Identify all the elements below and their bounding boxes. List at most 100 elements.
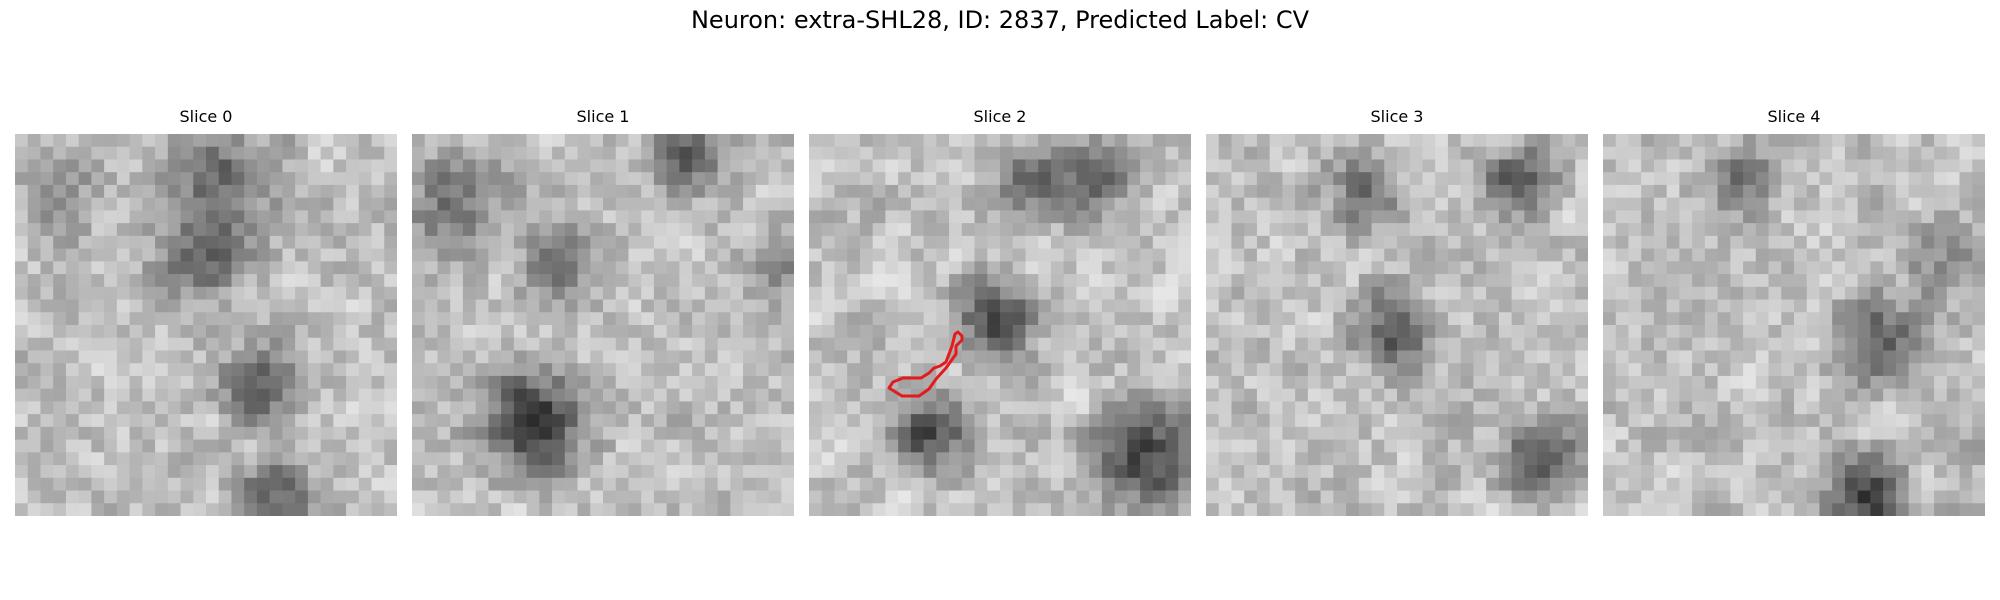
pixel: [1562, 452, 1576, 466]
pixel: [295, 414, 309, 428]
pixel: [526, 286, 540, 301]
pixel: [641, 363, 655, 377]
pixel: [1114, 414, 1128, 428]
pixel: [1165, 350, 1179, 364]
pixel: [1447, 299, 1462, 313]
pixel: [206, 452, 220, 466]
pixel: [923, 248, 937, 262]
pixel: [1819, 465, 1833, 479]
pixel: [974, 401, 988, 415]
pixel: [1114, 363, 1128, 377]
pixel: [615, 414, 630, 428]
pixel: [821, 235, 836, 250]
pixel: [603, 235, 617, 250]
pixel: [1794, 503, 1808, 516]
pixel: [1218, 452, 1233, 466]
pixel: [371, 261, 385, 275]
pixel: [1460, 286, 1474, 301]
pixel: [809, 477, 823, 492]
pixel: [1231, 159, 1245, 173]
pixel: [371, 325, 385, 339]
pixel: [1870, 299, 1884, 313]
pixel: [936, 235, 950, 250]
pixel: [1844, 363, 1859, 377]
pixel: [256, 172, 271, 186]
pixel: [1819, 172, 1833, 186]
pixel: [872, 337, 886, 352]
pixel: [91, 388, 105, 402]
pixel: [1972, 350, 1985, 364]
pixel: [1486, 503, 1500, 516]
pixel: [552, 197, 566, 211]
pixel: [1076, 172, 1090, 186]
pixel: [78, 477, 92, 492]
pixel: [282, 325, 296, 339]
pixel: [615, 235, 630, 250]
pixel: [847, 223, 861, 237]
pixel: [1511, 172, 1525, 186]
pixel: [1473, 414, 1487, 428]
pixel: [1295, 159, 1309, 173]
pixel: [358, 325, 373, 339]
pixel: [885, 325, 899, 339]
pixel: [475, 325, 489, 339]
pixel: [244, 477, 258, 492]
pixel: [1781, 261, 1795, 275]
pixel: [1908, 388, 1922, 402]
pixel: [1603, 223, 1617, 237]
pixel: [1575, 312, 1588, 326]
pixel: [1743, 235, 1757, 250]
pixel: [1679, 363, 1693, 377]
pixel: [552, 299, 566, 313]
pixel: [244, 325, 258, 339]
pixel: [1435, 312, 1449, 326]
pixel: [193, 223, 207, 237]
pixel: [256, 414, 271, 428]
pixel: [1717, 477, 1731, 492]
pixel: [1549, 146, 1564, 161]
pixel: [1575, 325, 1588, 339]
pixel: [1101, 197, 1116, 211]
pixel: [1692, 235, 1706, 250]
pixel: [1781, 235, 1795, 250]
pixel: [1063, 159, 1077, 173]
pixel: [1628, 235, 1642, 250]
pixel: [53, 134, 67, 148]
pixel: [1603, 184, 1617, 199]
pixel: [1025, 426, 1039, 441]
pixel: [1844, 503, 1859, 516]
pixel: [320, 286, 334, 301]
pixel: [1152, 337, 1167, 352]
pixel: [1819, 223, 1833, 237]
pixel: [717, 388, 731, 402]
pixel: [628, 388, 642, 402]
pixel: [1549, 286, 1564, 301]
pixel: [1101, 312, 1116, 326]
pixel: [730, 452, 744, 466]
pixel: [1000, 299, 1014, 313]
pixel: [603, 414, 617, 428]
pixel: [1076, 286, 1090, 301]
pixel: [129, 146, 143, 161]
pixel: [1549, 490, 1564, 504]
pixel: [1832, 414, 1846, 428]
pixel: [1755, 197, 1770, 211]
pixel: [307, 325, 322, 339]
pixel: [424, 286, 439, 301]
pixel: [1653, 286, 1668, 301]
pixel: [936, 325, 950, 339]
pixel: [1256, 172, 1271, 186]
pixel: [142, 350, 156, 364]
pixel: [987, 401, 1001, 415]
pixel: [412, 452, 426, 466]
pixel: [552, 134, 566, 148]
pixel: [346, 146, 360, 161]
pixel: [1781, 490, 1795, 504]
pixel: [1473, 401, 1487, 415]
pixel: [142, 426, 156, 441]
pixel: [1972, 235, 1985, 250]
pixel: [1282, 223, 1296, 237]
pixel: [809, 286, 823, 301]
pixel: [1603, 503, 1617, 516]
pixel: [475, 337, 489, 352]
